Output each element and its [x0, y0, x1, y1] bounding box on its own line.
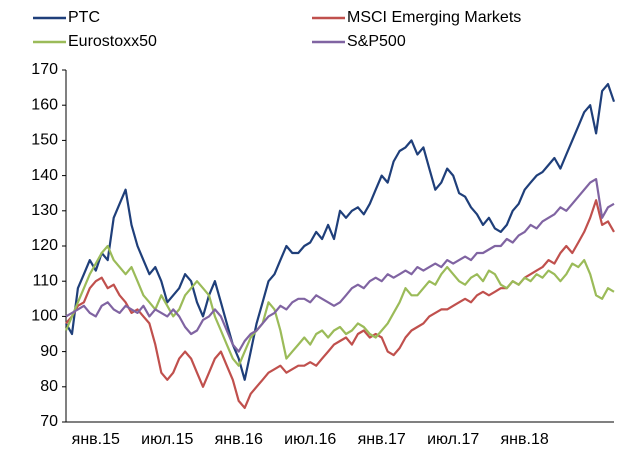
y-tick-label: 140: [31, 167, 58, 184]
x-tick-label: июл.15: [141, 431, 193, 448]
y-tick-label: 130: [31, 202, 58, 219]
series-line: [65, 199, 615, 409]
y-tick-label: 70: [40, 413, 58, 430]
legend-label: Eurostoxx50: [68, 33, 157, 50]
x-tick-label: янв.15: [72, 431, 120, 448]
x-tick-label: янв.17: [358, 431, 406, 448]
series-line: [65, 83, 616, 381]
legend-label: S&P500: [347, 33, 406, 50]
y-tick-label: 170: [31, 61, 58, 78]
x-tick-label: янв.18: [501, 431, 549, 448]
y-tick-label: 110: [32, 272, 58, 289]
series-line: [64, 244, 615, 367]
y-tick-label: 160: [31, 96, 58, 113]
legend-label: PTC: [68, 9, 100, 26]
y-tick-label: 120: [31, 237, 58, 254]
y-tick-label: 90: [40, 343, 58, 360]
x-tick-label: июл.16: [284, 431, 336, 448]
x-tick-label: янв.16: [215, 431, 263, 448]
y-tick-label: 100: [31, 308, 58, 325]
y-tick-label: 150: [31, 132, 58, 149]
x-tick-label: июл.17: [427, 431, 479, 448]
legend-label: MSCI Emerging Markets: [347, 9, 521, 26]
series-line: [65, 178, 615, 353]
y-tick-label: 80: [40, 378, 58, 395]
